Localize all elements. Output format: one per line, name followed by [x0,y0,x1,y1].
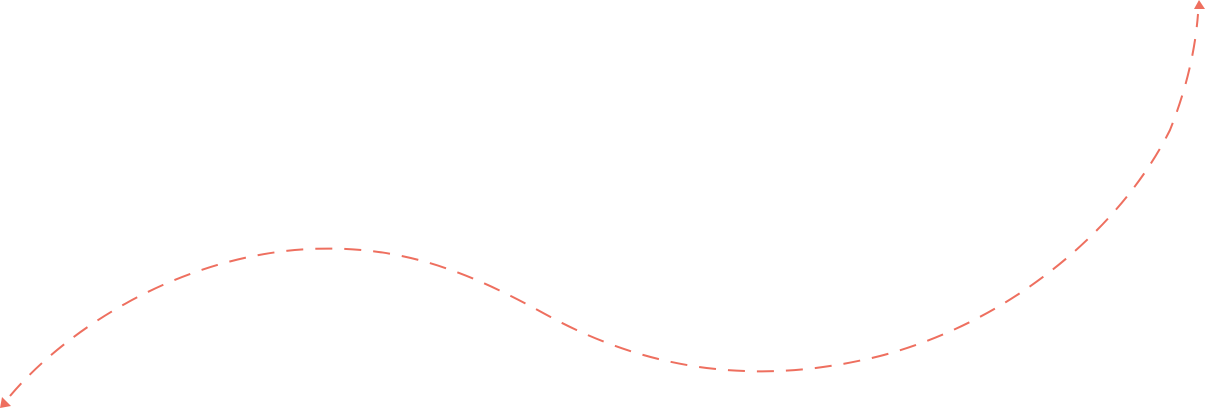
arrowhead-down-left-icon [0,397,11,408]
arrowhead-up-icon [1194,0,1205,9]
dashed-curved-arrow-path [9,13,1199,397]
